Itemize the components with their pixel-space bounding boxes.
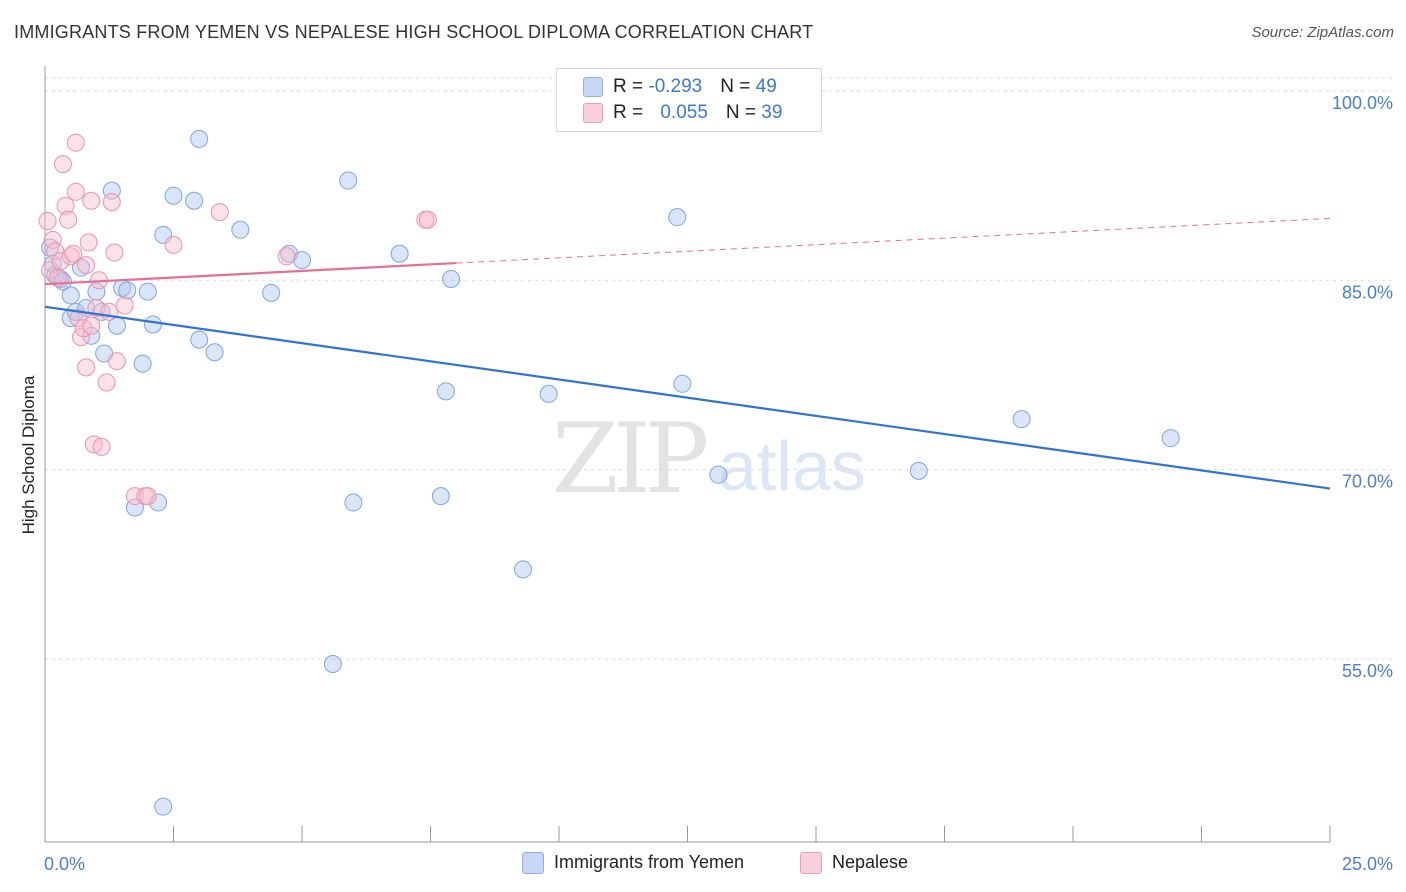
nepalese-point bbox=[105, 243, 124, 262]
y-axis-label: High School Diploma bbox=[19, 375, 38, 534]
x-tick-label-max: 25.0% bbox=[1342, 854, 1393, 874]
yemen-point bbox=[205, 343, 224, 362]
trend-lines bbox=[44, 217, 1331, 490]
yemen-point bbox=[339, 171, 358, 190]
tick-labels: 100.0% 85.0% 70.0% 55.0% 0.0% 25.0% bbox=[44, 93, 1393, 874]
yemen-point bbox=[673, 374, 692, 393]
nepalese-point bbox=[53, 155, 72, 174]
nepalese-point bbox=[66, 182, 85, 201]
yemen-point bbox=[293, 251, 311, 270]
nepalese-point bbox=[41, 261, 60, 280]
yemen-point bbox=[143, 315, 162, 334]
yemen-point bbox=[118, 281, 137, 300]
nepalese-point bbox=[92, 437, 111, 456]
source-label: Source: ZipAtlas.com bbox=[1251, 24, 1394, 41]
watermark-zip: ZIP bbox=[552, 403, 707, 515]
nepalese-point bbox=[77, 358, 96, 377]
bottom-legend-swatch-yemen bbox=[522, 852, 544, 875]
nepalese-point bbox=[56, 196, 75, 215]
legend-r-value: 0.055 bbox=[660, 102, 708, 123]
yemen-point bbox=[323, 655, 342, 674]
yemen-point bbox=[190, 330, 209, 349]
nepalese-point bbox=[125, 487, 144, 506]
nepalese-trend-line bbox=[44, 261, 457, 286]
yemen-point bbox=[164, 186, 183, 205]
axes bbox=[44, 66, 1331, 843]
yemen-point bbox=[61, 286, 80, 305]
legend-r-value: -0.293 bbox=[648, 76, 703, 97]
nepalese-point bbox=[61, 247, 80, 266]
legend-n-label: N = bbox=[720, 76, 756, 97]
nepalese-point bbox=[102, 193, 121, 212]
y-tick-label: 100.0% bbox=[1332, 93, 1393, 113]
legend-n-value: 39 bbox=[761, 102, 783, 123]
yemen-point bbox=[71, 258, 90, 277]
legend-n-label: N = bbox=[725, 102, 762, 123]
yemen-point bbox=[668, 208, 687, 227]
y-tick-label: 55.0% bbox=[1342, 661, 1393, 681]
bottom-legend-label-yemen: Immigrants from Yemen bbox=[554, 852, 745, 872]
yemen-trend-line bbox=[44, 305, 1331, 490]
yemen-point bbox=[1012, 410, 1031, 429]
nepalese-trend-line-extension bbox=[456, 217, 1331, 264]
legend-swatch-nepalese bbox=[583, 102, 603, 123]
legend-row-yemen: R = -0.293 N = 49 bbox=[583, 76, 777, 100]
stats-legend: R = -0.293 N = 49 R = 0.055 N = 39 bbox=[556, 68, 822, 132]
nepalese-point bbox=[97, 373, 116, 392]
yemen-point bbox=[87, 282, 106, 301]
yemen-point bbox=[539, 384, 558, 403]
nepalese-point bbox=[418, 210, 437, 229]
yemen-point bbox=[133, 354, 152, 373]
nepalese-point bbox=[79, 233, 98, 252]
yemen-point bbox=[344, 493, 363, 512]
nepalese-point bbox=[82, 191, 101, 210]
nepalese-point bbox=[38, 211, 57, 230]
nepalese-point bbox=[210, 203, 229, 222]
legend-n-value: 49 bbox=[755, 76, 777, 97]
yemen-point bbox=[262, 283, 281, 302]
nepalese-point bbox=[64, 244, 83, 263]
yemen-point bbox=[185, 191, 204, 210]
watermark-atlas: atlas bbox=[718, 427, 866, 505]
nepalese-point bbox=[277, 247, 296, 266]
yemen-point bbox=[1161, 429, 1180, 448]
bottom-legend-yemen: Immigrants from Yemen bbox=[522, 852, 745, 875]
yemen-point bbox=[709, 465, 728, 484]
nepalese-point bbox=[43, 230, 62, 249]
nepalese-point bbox=[107, 352, 126, 371]
chart-title: IMMIGRANTS FROM YEMEN VS NEPALESE HIGH S… bbox=[14, 22, 814, 42]
y-tick-label: 85.0% bbox=[1342, 282, 1393, 302]
yemen-point bbox=[231, 220, 250, 239]
yemen-point bbox=[431, 487, 450, 506]
yemen-point bbox=[436, 382, 455, 401]
y-tick-label: 70.0% bbox=[1342, 472, 1393, 492]
gridlines bbox=[45, 77, 1392, 660]
nepalese-point bbox=[138, 487, 157, 506]
yemen-point bbox=[442, 270, 461, 289]
legend-r-label: R = bbox=[613, 102, 649, 123]
legend-r-label: R = bbox=[613, 76, 649, 97]
nepalese-point bbox=[77, 256, 96, 275]
nepalese-point bbox=[66, 133, 85, 152]
bottom-legend-label-nepalese: Nepalese bbox=[832, 852, 909, 872]
yemen-point bbox=[154, 797, 173, 816]
nepalese-point bbox=[115, 296, 134, 315]
yemen-point bbox=[190, 129, 209, 148]
x-tick-label-min: 0.0% bbox=[44, 854, 85, 874]
legend-swatch-yemen bbox=[583, 76, 603, 97]
yemen-point bbox=[138, 282, 157, 301]
yemen-point bbox=[514, 560, 533, 579]
yemen-point bbox=[390, 244, 409, 263]
nepalese-point bbox=[164, 235, 183, 254]
nepalese-point bbox=[82, 316, 101, 335]
legend-row-nepalese: R = 0.055 N = 39 bbox=[583, 102, 782, 126]
yemen-point bbox=[909, 461, 928, 480]
nepalese-point bbox=[59, 210, 78, 229]
bottom-legend-swatch-nepalese bbox=[800, 852, 822, 875]
bottom-legend-nepalese: Nepalese bbox=[800, 852, 909, 875]
